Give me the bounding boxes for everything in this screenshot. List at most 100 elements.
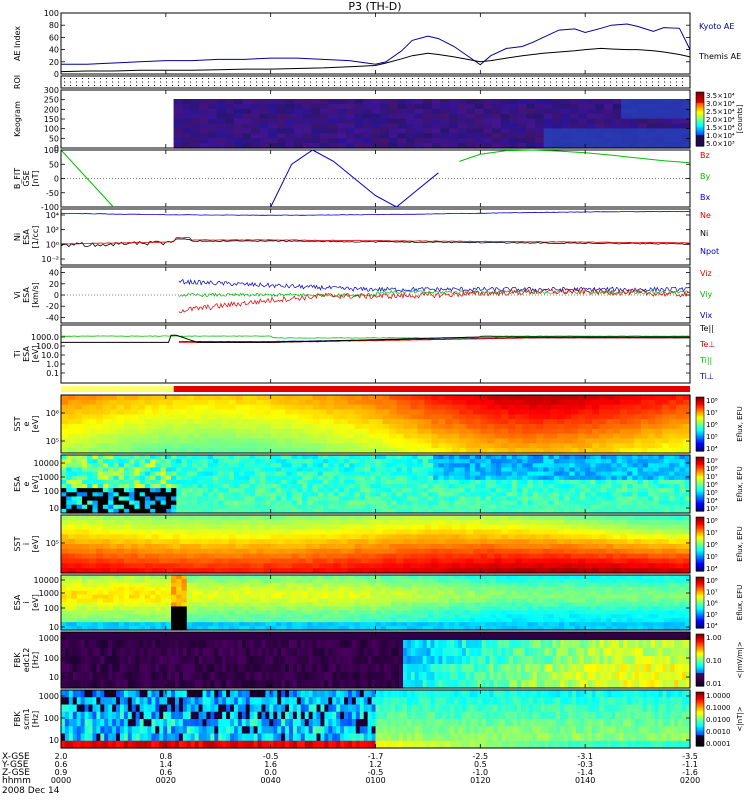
keogram-cell bbox=[655, 99, 665, 105]
sst-i-cell bbox=[487, 534, 495, 540]
roi-dot bbox=[328, 78, 329, 79]
esa-e-cell bbox=[87, 504, 94, 510]
keogram-cell bbox=[646, 123, 657, 129]
esa-e-cell bbox=[296, 508, 303, 514]
sst-e-cell bbox=[186, 443, 195, 449]
sst-i-cell bbox=[256, 519, 265, 526]
sst-i-cell bbox=[375, 524, 384, 531]
sst-e-cell bbox=[67, 424, 76, 430]
sst-e-cell bbox=[109, 395, 118, 401]
sst-e-cell bbox=[445, 399, 453, 406]
sst-i-cell bbox=[165, 515, 174, 521]
keogram-cell bbox=[440, 138, 450, 144]
sst-e-cell bbox=[557, 404, 565, 411]
esa-e-cell bbox=[66, 508, 73, 514]
sst-e-cell bbox=[179, 438, 188, 444]
sst-i-cell bbox=[144, 563, 153, 569]
esa-e-cell bbox=[323, 488, 329, 493]
esa-e-cell bbox=[218, 471, 225, 477]
esa-e-cell bbox=[569, 475, 576, 481]
sst-e-cell bbox=[326, 448, 335, 454]
sst-e-cell bbox=[571, 448, 579, 454]
esa-e-cell bbox=[281, 504, 287, 510]
sst-e-cell bbox=[319, 404, 328, 411]
keogram-cell bbox=[595, 99, 605, 105]
sst-i-cell bbox=[431, 553, 439, 560]
sst-i-cell bbox=[382, 563, 391, 569]
esa-e-cell bbox=[532, 455, 539, 460]
esa-e-cell bbox=[448, 471, 455, 477]
sst-e-cell bbox=[123, 419, 132, 425]
esa-e-cell bbox=[543, 471, 550, 477]
sst-i-cell bbox=[235, 534, 244, 540]
esa-e-cell bbox=[595, 484, 602, 489]
esa-e-cell bbox=[92, 492, 99, 498]
sst-e-cell bbox=[130, 399, 139, 406]
esa-e-cell bbox=[307, 479, 314, 485]
esa-e-cell bbox=[150, 479, 156, 485]
keogram-cell bbox=[276, 123, 287, 129]
roi-dot bbox=[634, 81, 635, 83]
sst-e-cell bbox=[459, 443, 467, 449]
legend-entry: Te|| bbox=[699, 324, 714, 333]
esa-e-cell bbox=[139, 504, 146, 510]
esa-e-cell bbox=[663, 508, 670, 514]
sst-i-cell bbox=[74, 568, 83, 574]
sst-i-cell bbox=[116, 563, 125, 569]
esa-e-cell bbox=[606, 467, 612, 473]
sst-i-cell bbox=[417, 553, 426, 560]
sst-e-cell bbox=[333, 433, 342, 440]
esa-e-cell bbox=[579, 471, 586, 477]
esa-e-cell bbox=[469, 479, 476, 485]
roi-dot bbox=[382, 81, 383, 83]
esa-e-cell bbox=[213, 496, 219, 502]
sst-e-cell bbox=[543, 448, 551, 454]
sst-i-cell bbox=[81, 568, 90, 574]
esa-e-cell bbox=[176, 459, 183, 464]
sst-i-cell bbox=[165, 539, 174, 545]
esa-e-cell bbox=[406, 479, 413, 485]
roi-dot bbox=[460, 78, 461, 79]
roi-dot bbox=[400, 85, 401, 86]
keogram-cell bbox=[638, 108, 648, 115]
sst-e-cell bbox=[319, 409, 328, 415]
sst-i-cell bbox=[319, 558, 328, 564]
esa-e-cell bbox=[454, 475, 460, 481]
roi-dot bbox=[208, 81, 209, 83]
esa-e-cell bbox=[333, 467, 340, 473]
sst-e-cell bbox=[641, 409, 649, 415]
sst-e-cell bbox=[67, 409, 76, 415]
roi-dot bbox=[358, 85, 359, 86]
sst-e-cell bbox=[557, 448, 565, 454]
sst-e-cell bbox=[207, 448, 216, 454]
sst-e-cell bbox=[424, 399, 433, 406]
esa-e-cell bbox=[123, 455, 130, 460]
colorbar-cell bbox=[696, 96, 704, 98]
esa-e-cell bbox=[328, 455, 335, 460]
roi-dot bbox=[364, 85, 365, 86]
sst-e-cell bbox=[620, 438, 628, 444]
plot-title: P3 (TH-D) bbox=[348, 0, 402, 13]
sst-e-cell bbox=[410, 438, 419, 444]
sst-e-cell bbox=[88, 419, 97, 425]
esa-e-cell bbox=[412, 455, 419, 460]
sst-e-cell bbox=[564, 424, 572, 430]
sst-i-cell bbox=[403, 563, 412, 569]
esa-e-cell bbox=[349, 467, 356, 473]
keogram-cell bbox=[371, 138, 381, 144]
roi-dot bbox=[454, 81, 455, 83]
esa-e-cell bbox=[590, 479, 597, 485]
sst-e-cell bbox=[459, 433, 467, 440]
keogram-cell bbox=[406, 123, 416, 129]
sst-e-cell bbox=[200, 438, 209, 444]
sst-i-cell bbox=[235, 544, 244, 550]
esa-e-cell bbox=[653, 479, 660, 485]
esa-e-cell bbox=[569, 467, 576, 473]
sst-e-cell bbox=[151, 409, 160, 415]
esa-e-cell bbox=[669, 463, 675, 469]
colorbar-tick-label: 10⁸ bbox=[706, 397, 718, 405]
sst-i-cell bbox=[88, 568, 97, 574]
sst-i-cell bbox=[480, 534, 488, 540]
keogram-cell bbox=[354, 133, 364, 139]
sst-e-cell bbox=[102, 409, 111, 415]
